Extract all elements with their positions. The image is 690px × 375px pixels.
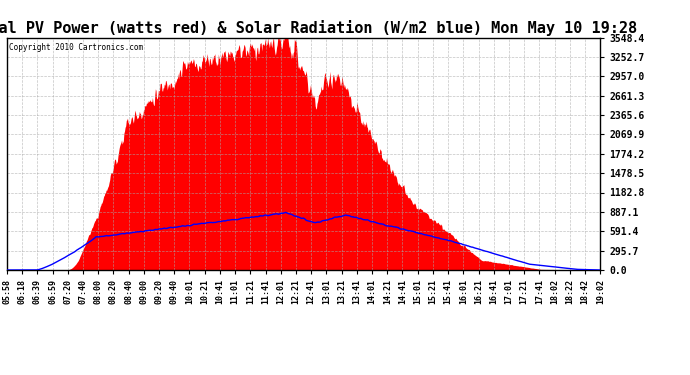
Text: Copyright 2010 Cartronics.com: Copyright 2010 Cartronics.com [9,44,143,52]
Title: Total PV Power (watts red) & Solar Radiation (W/m2 blue) Mon May 10 19:28: Total PV Power (watts red) & Solar Radia… [0,20,637,36]
